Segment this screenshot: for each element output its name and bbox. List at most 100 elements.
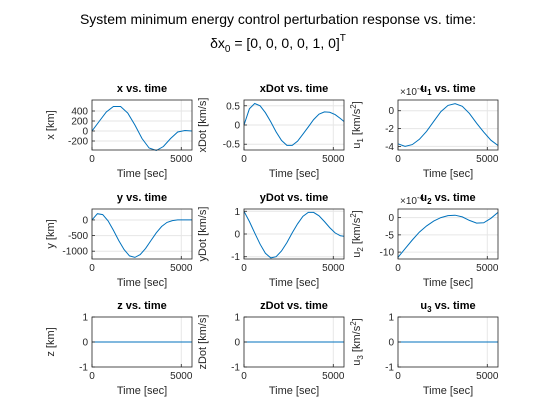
y-label-sub: 1 bbox=[356, 138, 365, 143]
y-axis-label: y [km] bbox=[45, 219, 57, 248]
y-label-end: ] bbox=[351, 210, 363, 213]
y-label-sub: 2 bbox=[356, 247, 365, 252]
x-tick-label: 0 bbox=[395, 371, 401, 382]
figure-title-line1: System minimum energy control perturbati… bbox=[80, 11, 476, 27]
y-label-sup: 2 bbox=[349, 104, 358, 109]
x-tick-label: 5000 bbox=[322, 154, 345, 165]
y-tick-label: -1 bbox=[231, 363, 240, 374]
subplot-title-sub: 1 bbox=[427, 88, 432, 97]
subplot-title-text: y vs. time bbox=[117, 192, 167, 204]
y-label-main: u bbox=[351, 360, 363, 366]
y-tick-label: -1 bbox=[79, 363, 88, 374]
subplot-title: yDot vs. time bbox=[260, 192, 328, 204]
x-axis-label: Time [sec] bbox=[117, 385, 167, 397]
y-tick-label: -2 bbox=[385, 124, 394, 135]
y-axis-label: zDot [km/s] bbox=[197, 314, 209, 369]
axes-box bbox=[397, 208, 499, 260]
x-tick-label: 0 bbox=[89, 263, 95, 274]
x-axis-label: Time [sec] bbox=[423, 277, 473, 289]
subplot-title-tail: vs. time bbox=[432, 83, 476, 95]
x-axis-label: Time [sec] bbox=[117, 277, 167, 289]
subplot-title: z vs. time bbox=[117, 300, 167, 312]
x-tick-label: 0 bbox=[395, 263, 401, 274]
y-axis-label: u1 [km/s2] bbox=[349, 101, 365, 148]
subplot-title: xDot vs. time bbox=[260, 83, 328, 95]
x-axis-label: Time [sec] bbox=[117, 168, 167, 180]
x-tick-label: 5000 bbox=[322, 263, 345, 274]
y-axis-label: z [km] bbox=[45, 327, 57, 356]
series-line bbox=[91, 213, 192, 258]
y-tick-label: 1 bbox=[234, 313, 240, 324]
x-tick-label: 0 bbox=[241, 371, 247, 382]
subplot-title-text: zDot vs. time bbox=[260, 300, 328, 312]
x-tick-label: 5000 bbox=[322, 371, 345, 382]
subplot-title: u1 vs. time bbox=[420, 83, 475, 97]
y-axis-label: u3 [km/s2] bbox=[349, 318, 365, 365]
x-axis-label: Time [sec] bbox=[269, 277, 319, 289]
subplot-title: zDot vs. time bbox=[260, 300, 328, 312]
axes-box bbox=[91, 208, 193, 260]
series-line bbox=[91, 106, 193, 152]
subplot-title: y vs. time bbox=[117, 192, 167, 204]
axes-box bbox=[397, 99, 499, 151]
y-tick-label: -1 bbox=[231, 252, 240, 263]
subplot-title-sub: 2 bbox=[427, 197, 432, 206]
x-tick-label: 0 bbox=[89, 154, 95, 165]
subplot-title: u2 vs. time bbox=[420, 192, 475, 206]
axis-exponent: ×10-4 bbox=[400, 193, 425, 207]
axes-box bbox=[91, 99, 193, 151]
figure-title-line2: δx0 = [0, 0, 0, 0, 1, 0]T bbox=[210, 33, 346, 55]
figure-title-body: = [0, 0, 0, 0, 1, 0] bbox=[230, 35, 339, 51]
y-tick-label: 200 bbox=[71, 117, 88, 128]
y-tick-label: -0.5 bbox=[223, 140, 241, 151]
subplot-title-text: x vs. time bbox=[117, 83, 167, 95]
series-line bbox=[243, 211, 345, 259]
y-label-end: ] bbox=[351, 101, 363, 104]
axis-exponent: ×10-4 bbox=[400, 84, 425, 98]
subplot-title: x vs. time bbox=[117, 83, 167, 95]
subplot-4: 0 5000 -1000 -500 0 y vs. time Time [sec] y [km… bbox=[45, 192, 193, 289]
exponent-base: ×10 bbox=[400, 196, 417, 207]
y-tick-label: -500 bbox=[68, 231, 88, 242]
y-tick-label: 0 bbox=[82, 127, 88, 138]
x-tick-label: 5000 bbox=[476, 263, 499, 274]
y-tick-label: -10 bbox=[380, 248, 395, 259]
y-label-sub: 3 bbox=[356, 355, 365, 360]
y-axis-label: u2 [km/s2] bbox=[349, 210, 365, 257]
x-tick-label: 5000 bbox=[170, 263, 193, 274]
x-tick-label: 5000 bbox=[170, 371, 193, 382]
series-line bbox=[397, 212, 499, 258]
subplot-title-text: u bbox=[420, 192, 427, 204]
y-label-main: u bbox=[351, 143, 363, 149]
exponent-base: ×10 bbox=[400, 87, 417, 98]
x-axis-label: Time [sec] bbox=[423, 168, 473, 180]
x-tick-label: 0 bbox=[89, 371, 95, 382]
subplot-title-tail: vs. time bbox=[432, 192, 476, 204]
y-label-tail: [km/s bbox=[351, 108, 363, 138]
y-tick-label: 1 bbox=[388, 313, 394, 324]
x-tick-label: 5000 bbox=[170, 154, 193, 165]
series-line bbox=[397, 103, 499, 147]
y-axis-label: yDot [km/s] bbox=[197, 206, 209, 261]
x-tick-label: 0 bbox=[241, 263, 247, 274]
y-axis-label: xDot [km/s] bbox=[197, 97, 209, 152]
y-tick-label: -200 bbox=[68, 137, 88, 148]
subplot-title-text: u bbox=[420, 83, 427, 95]
series-line bbox=[243, 102, 345, 146]
x-tick-label: 0 bbox=[395, 154, 401, 165]
subplot-title-text: yDot vs. time bbox=[260, 192, 328, 204]
y-tick-label: 0.5 bbox=[226, 101, 240, 112]
y-tick-label: 400 bbox=[71, 107, 88, 118]
exponent-sup: -4 bbox=[417, 84, 425, 93]
y-tick-label: 0 bbox=[82, 215, 88, 226]
y-tick-label: -4 bbox=[385, 142, 394, 153]
y-label-tail: [km/s bbox=[351, 325, 363, 355]
